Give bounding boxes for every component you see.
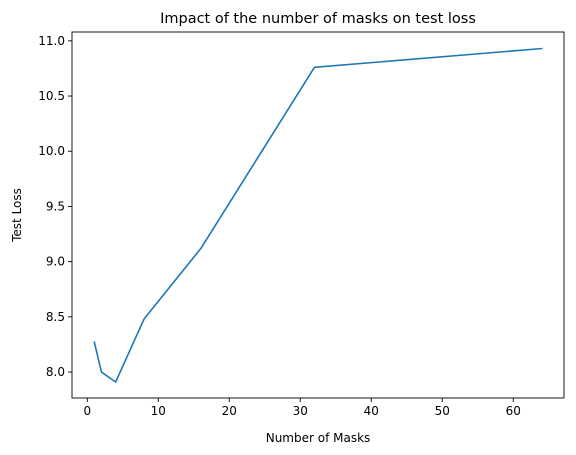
x-tick-label: 10 <box>151 404 166 418</box>
y-tick-label: 9.5 <box>46 199 65 213</box>
plot-frame <box>71 31 565 399</box>
x-tick-label: 30 <box>293 404 308 418</box>
chart-title: Impact of the number of masks on test lo… <box>160 11 476 27</box>
y-tick-label: 8.5 <box>46 310 65 324</box>
x-tick-label: 50 <box>435 404 450 418</box>
series-line <box>93 47 543 383</box>
y-tick-label: 10.0 <box>38 144 65 158</box>
y-axis-ticks: 8.0 8.5 9.0 9.5 10.0 10.5 11.0 <box>38 34 72 379</box>
x-tick-label: 60 <box>506 404 521 418</box>
series-layer <box>93 47 543 383</box>
y-tick-label: 11.0 <box>38 34 65 48</box>
x-tick-label: 40 <box>364 404 379 418</box>
x-axis-ticks: 0 10 20 30 40 50 60 <box>83 398 521 418</box>
x-axis-title: Number of Masks <box>266 431 371 445</box>
x-tick-label: 0 <box>83 404 91 418</box>
x-tick-label: 20 <box>222 404 237 418</box>
y-axis-title: Test Loss <box>10 188 24 243</box>
y-tick-label: 9.0 <box>46 255 65 269</box>
y-tick-label: 8.0 <box>46 365 65 379</box>
y-tick-label: 10.5 <box>38 89 65 103</box>
